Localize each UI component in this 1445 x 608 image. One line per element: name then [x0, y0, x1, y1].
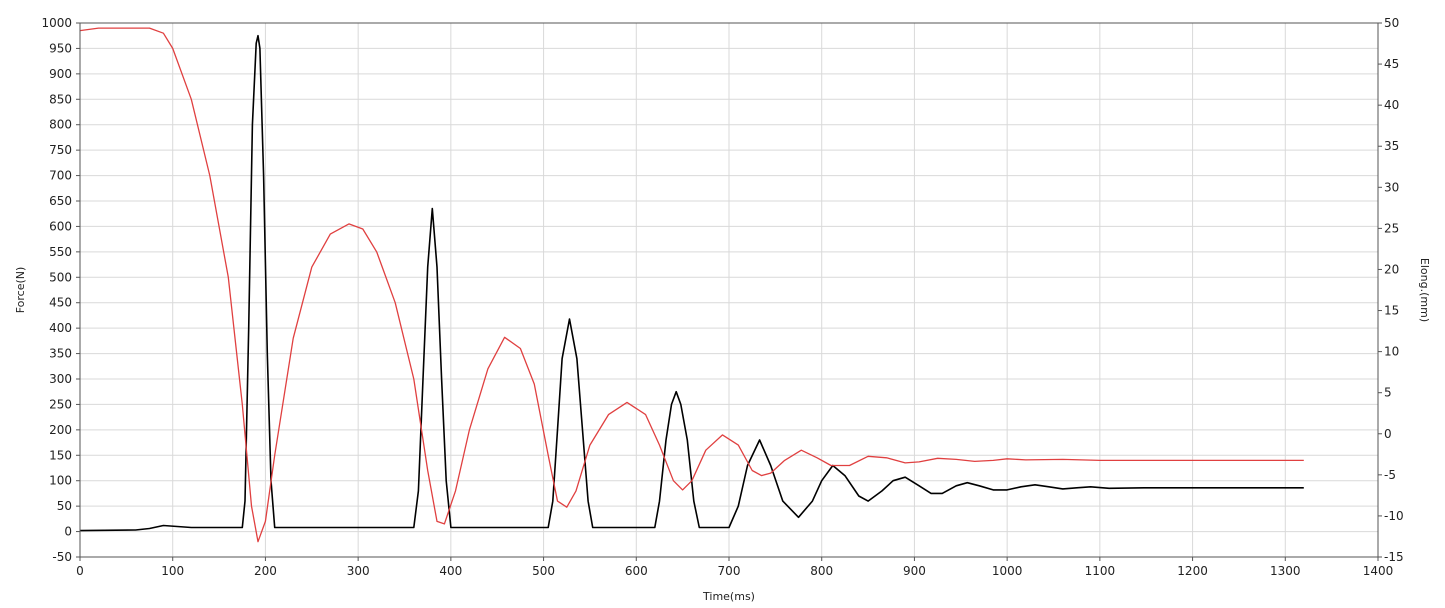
y-left-axis-ticks: -50 0 50 100 150 200 250 300 350 400 450 500 550 600 6… [41, 16, 80, 564]
y-left-tick-label: 900 [49, 67, 72, 81]
y-right-tick-label: -5 [1384, 468, 1396, 482]
x-tick-label: 700 [718, 564, 741, 578]
grid-lines [79, 22, 1379, 558]
y-right-axis-label: Elong.(mm) [1418, 258, 1431, 322]
y-left-tick-label: 50 [57, 499, 72, 513]
y-left-tick-label: 450 [49, 296, 72, 310]
y-left-tick-label: 500 [49, 270, 72, 284]
y-left-tick-label: -50 [52, 550, 72, 564]
y-left-tick-label: 150 [49, 448, 72, 462]
y-left-tick-label: 250 [49, 397, 72, 411]
y-right-tick-label: 50 [1384, 16, 1399, 30]
x-tick-label: 600 [625, 564, 648, 578]
y-left-tick-label: 650 [49, 194, 72, 208]
y-right-tick-label: 15 [1384, 304, 1399, 318]
x-tick-label: 1300 [1270, 564, 1301, 578]
x-axis-label: Time(ms) [702, 590, 755, 603]
y-left-tick-label: 850 [49, 92, 72, 106]
y-right-tick-label: 40 [1384, 98, 1399, 112]
x-tick-label: 900 [903, 564, 926, 578]
y-left-tick-label: 100 [49, 474, 72, 488]
y-left-tick-label: 0 [64, 525, 72, 539]
x-tick-label: 1200 [1177, 564, 1208, 578]
y-right-tick-label: 35 [1384, 139, 1399, 153]
y-left-tick-label: 550 [49, 245, 72, 259]
y-right-tick-label: 10 [1384, 345, 1399, 359]
x-tick-label: 300 [347, 564, 370, 578]
y-left-tick-label: 400 [49, 321, 72, 335]
series-lines [79, 27, 1304, 543]
x-tick-label: 1400 [1363, 564, 1394, 578]
y-left-tick-label: 300 [49, 372, 72, 386]
y-right-tick-label: 20 [1384, 262, 1399, 276]
x-tick-label: 100 [161, 564, 184, 578]
y-right-tick-label: 25 [1384, 221, 1399, 235]
y-right-tick-label: 5 [1384, 386, 1392, 400]
x-tick-label: 1000 [992, 564, 1023, 578]
y-left-tick-label: 750 [49, 143, 72, 157]
x-tick-label: 200 [254, 564, 277, 578]
x-tick-label: 1100 [1085, 564, 1116, 578]
y-right-tick-label: -10 [1384, 509, 1404, 523]
y-left-tick-label: 800 [49, 118, 72, 132]
y-left-tick-label: 350 [49, 347, 72, 361]
x-tick-label: 400 [439, 564, 462, 578]
x-tick-label: 500 [532, 564, 555, 578]
y-right-axis-ticks: -15 -10 -5 0 5 10 15 20 25 30 35 40 45 50 [1378, 16, 1404, 564]
y-left-tick-label: 200 [49, 423, 72, 437]
y-right-tick-label: 45 [1384, 57, 1399, 71]
x-tick-label: 800 [810, 564, 833, 578]
x-axis-ticks: 0 100 200 300 400 500 600 700 800 900 1000 1100 1200… [76, 557, 1393, 578]
series-line-1 [79, 34, 1304, 532]
series-line-2 [79, 27, 1304, 543]
y-left-axis-label: Force(N) [14, 267, 27, 314]
y-left-tick-label: 700 [49, 169, 72, 183]
y-left-tick-label: 950 [49, 41, 72, 55]
y-right-tick-label: 30 [1384, 180, 1399, 194]
y-left-tick-label: 1000 [41, 16, 72, 30]
x-tick-label: 0 [76, 564, 84, 578]
y-left-tick-label: 600 [49, 219, 72, 233]
y-right-tick-label: 0 [1384, 427, 1392, 441]
y-right-tick-label: -15 [1384, 550, 1404, 564]
